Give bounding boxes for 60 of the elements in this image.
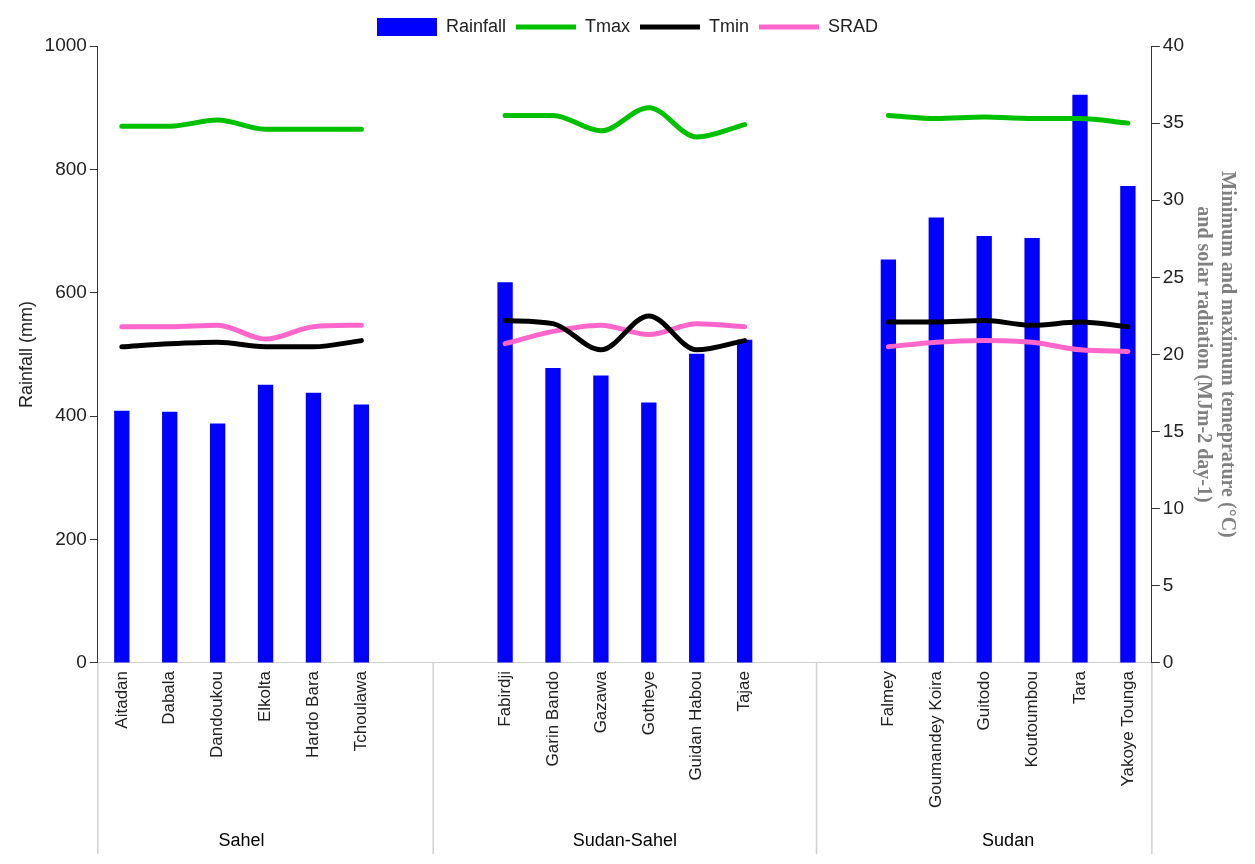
bar bbox=[162, 411, 178, 663]
y2-tick-label: 0 bbox=[1162, 651, 1174, 673]
bar bbox=[1024, 237, 1040, 663]
x-tick-label: Koutoumbou bbox=[1021, 670, 1041, 768]
x-tick-label: Tara bbox=[1069, 670, 1089, 705]
bar bbox=[593, 375, 609, 663]
y-tick-label: 1000 bbox=[44, 34, 87, 56]
bar bbox=[545, 368, 561, 663]
bar bbox=[641, 402, 657, 663]
legend-label: Tmax bbox=[585, 15, 631, 36]
y2-tick-label: 10 bbox=[1162, 496, 1185, 518]
x-tick-label: Gazawa bbox=[590, 670, 610, 734]
bar bbox=[880, 259, 897, 663]
x-tick-label: Goumandey Koira bbox=[925, 670, 945, 809]
y-tick-label: 200 bbox=[55, 527, 87, 549]
bar bbox=[928, 217, 944, 663]
y-tick-label: 800 bbox=[55, 157, 87, 179]
bar bbox=[209, 423, 226, 663]
x-tick-label: Dabala bbox=[159, 670, 179, 725]
y-tick-label: 0 bbox=[76, 651, 87, 673]
bar bbox=[497, 282, 513, 663]
y2-tick-label: 15 bbox=[1162, 419, 1185, 441]
x-tick-label: Hardo Bara bbox=[303, 670, 323, 758]
y2-tick-label: 20 bbox=[1162, 342, 1185, 364]
y2-tick-label: 30 bbox=[1162, 188, 1185, 210]
y-tick-label: 600 bbox=[55, 281, 87, 303]
legend-label: Tmin bbox=[709, 15, 750, 36]
x-tick-label: Yakoye Tounga bbox=[1117, 670, 1137, 787]
text: Sudan bbox=[982, 829, 1035, 850]
x-tick-label: Tajae bbox=[734, 670, 754, 712]
x-tick-label: Elkolta bbox=[255, 670, 275, 723]
x-tick-label: Guitodo bbox=[973, 670, 993, 731]
legend-label: SRAD bbox=[828, 15, 879, 36]
y2-tick-label: 25 bbox=[1162, 265, 1185, 287]
x-tick-label: Aitadan bbox=[111, 670, 131, 729]
y-axis-title: Rainfall (mm) bbox=[15, 300, 36, 408]
bar bbox=[689, 353, 705, 663]
x-tick-label: Fabirdji bbox=[494, 670, 514, 727]
y2-tick-label: 5 bbox=[1162, 574, 1174, 596]
bar bbox=[736, 339, 753, 663]
text: Sudan-Sahel bbox=[572, 829, 677, 850]
x-tick-label: Falmey bbox=[878, 670, 898, 727]
x-tick-label: Tchoulawa bbox=[351, 670, 371, 752]
bar bbox=[257, 384, 274, 663]
bar bbox=[353, 404, 370, 663]
y2-axis-title: Minimum and maximum temeprature (°C) and solar radiation (MJm-2 day-1) bbox=[1192, 171, 1240, 538]
bar bbox=[976, 236, 992, 663]
x-tick-label: Gotheye bbox=[638, 670, 658, 736]
y2-tick-label: 40 bbox=[1162, 34, 1185, 56]
x-tick-label: Garin Bando bbox=[542, 670, 562, 767]
bar bbox=[1072, 94, 1088, 663]
x-tick-label: Guidan Habou bbox=[686, 670, 706, 781]
bar bbox=[305, 392, 322, 663]
x-tick-label: Dandoukou bbox=[207, 670, 227, 758]
y2-tick-label: 35 bbox=[1162, 111, 1185, 133]
text: Sahel bbox=[218, 829, 265, 850]
y-tick-label: 400 bbox=[55, 404, 87, 426]
legend-label: Rainfall bbox=[445, 15, 507, 36]
bar bbox=[114, 410, 130, 663]
bar bbox=[1120, 186, 1136, 663]
